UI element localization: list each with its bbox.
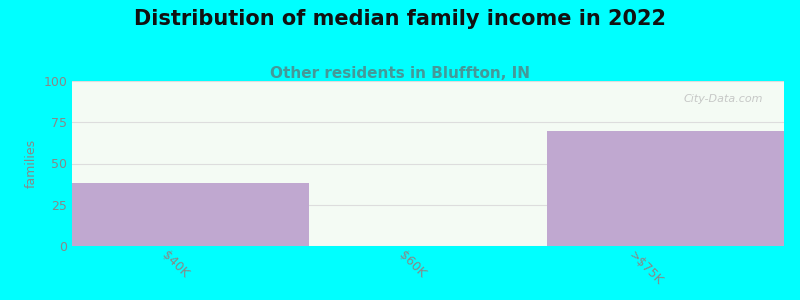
Bar: [72, 183, 310, 246]
Y-axis label: families: families: [25, 139, 38, 188]
Text: Distribution of median family income in 2022: Distribution of median family income in …: [134, 9, 666, 29]
Text: Other residents in Bluffton, IN: Other residents in Bluffton, IN: [270, 66, 530, 81]
Bar: [546, 130, 784, 246]
Text: City-Data.com: City-Data.com: [683, 94, 762, 104]
